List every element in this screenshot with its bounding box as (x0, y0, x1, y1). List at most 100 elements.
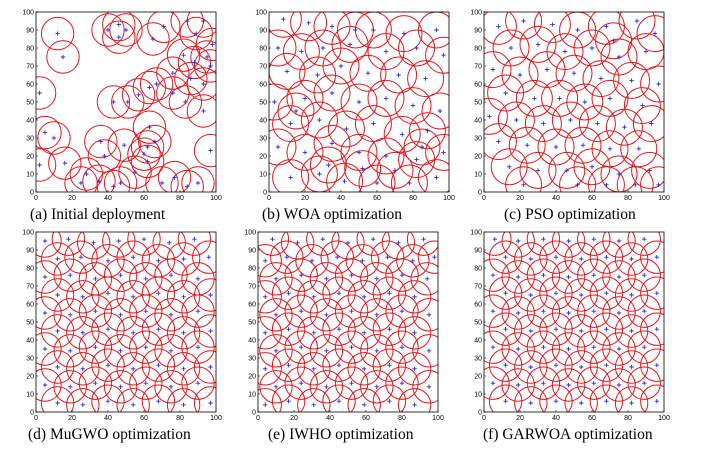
sensor-node-point (591, 345, 596, 350)
sensor-node-point (647, 168, 652, 173)
sensor-node-point (441, 53, 446, 58)
sensing-circle (102, 20, 136, 54)
sensor-node-point (426, 312, 432, 317)
sensor-node-point (263, 330, 268, 335)
sensor-node-point (425, 276, 430, 281)
sensor-node-point (147, 85, 152, 90)
sensing-circle (367, 137, 405, 175)
sensor-node-point (396, 72, 401, 78)
sensor-node-point (192, 237, 197, 242)
sensing-circle (334, 366, 369, 400)
sensing-circle (519, 25, 557, 63)
sensing-circle (595, 22, 633, 60)
sensor-node-point (579, 292, 584, 298)
sensor-node-point (195, 180, 201, 186)
sensor-node-point (125, 99, 130, 105)
sensing-circle (154, 298, 188, 332)
sensor-node-point (55, 328, 60, 334)
sensor-node-point (492, 237, 497, 242)
sensor-node-point (516, 382, 521, 388)
sensing-circle (372, 276, 407, 310)
x-tick-label: 20 (516, 195, 524, 202)
sensing-circle (526, 232, 561, 256)
sensing-circle (166, 388, 201, 412)
sensor-node-point (118, 312, 123, 317)
caption-mugwo: (d) MuGWO optimization (28, 426, 191, 443)
sensing-circle (587, 166, 625, 192)
sensor-node-point (349, 273, 354, 278)
sensing-circle (412, 370, 438, 404)
sensor-node-point (295, 240, 300, 245)
y-tick-label: 30 (26, 355, 34, 362)
y-tick-label: 70 (26, 63, 34, 70)
sensor-node-point (553, 291, 559, 296)
sensor-node-point (288, 175, 293, 180)
sensor-node-point (286, 363, 291, 368)
sensor-node-point (168, 348, 174, 353)
x-tick-label: 60 (362, 415, 370, 422)
sensing-circle (138, 124, 172, 159)
sensor-node-point (371, 121, 376, 126)
sensing-circle (627, 294, 661, 328)
y-tick-label: 0 (478, 409, 482, 416)
sensing-circle (284, 330, 318, 364)
x-tick-label: 0 (482, 195, 486, 202)
sensing-circle (403, 128, 441, 166)
sensing-circle (631, 151, 664, 189)
sensor-node-point (80, 402, 85, 407)
sensor-node-point (55, 400, 60, 406)
coverage-layer (258, 232, 438, 412)
sensor-node-point (589, 164, 595, 169)
sensor-node-point (116, 35, 121, 40)
sensor-node-point (353, 27, 358, 33)
sensor-node-point (131, 255, 136, 260)
sensor-node-point (503, 291, 508, 296)
sensor-node-point (156, 363, 161, 368)
sensing-circle (284, 366, 318, 400)
sensing-circle (66, 388, 100, 412)
sensor-node-point (528, 400, 533, 406)
y-tick-label: 40 (26, 337, 34, 344)
sensing-circle (484, 12, 517, 45)
sensor-node-point (118, 384, 123, 389)
sensing-circle (484, 258, 510, 292)
sensing-circle (605, 108, 643, 146)
sensing-circle (376, 151, 414, 189)
sensing-circle (36, 148, 57, 182)
sensing-circle (559, 166, 597, 192)
y-tick-label: 0 (263, 189, 267, 196)
x-tick-label: 20 (68, 415, 76, 422)
sensor-node-point (159, 180, 165, 186)
scatter-plot-initial-deployment: 0 20 40 60 80 100 0 10 20 30 40 50 60 70 80 90 100 (22, 9, 222, 202)
sensing-circle (309, 370, 344, 404)
sensor-node-point (93, 345, 98, 350)
sensor-node-point (102, 153, 107, 159)
x-tick-label: 60 (588, 195, 596, 202)
sensor-node-point (374, 384, 379, 389)
sensor-node-point (335, 255, 340, 260)
sensor-node-point (42, 346, 48, 352)
sensor-node-point (399, 381, 405, 386)
sensor-node-point (208, 148, 213, 153)
sensor-node-point (315, 72, 320, 78)
sensing-circle (269, 12, 302, 38)
sensor-node-point (105, 399, 111, 404)
sensor-node-point (105, 363, 111, 368)
sensor-node-point (204, 54, 210, 60)
sensor-node-point (356, 150, 362, 155)
sensor-node-point (105, 327, 111, 332)
sensing-circle (118, 155, 152, 189)
sensor-node-point (93, 381, 98, 386)
x-tick-label: 40 (552, 195, 560, 202)
sensing-circle (258, 352, 282, 386)
sensor-node-point (311, 294, 316, 299)
y-tick-label: 70 (474, 283, 482, 290)
caption-garwoa: (f) GARWOA optimization (483, 426, 653, 443)
x-tick-label: 100 (658, 415, 670, 422)
y-tick-label: 100 (470, 9, 482, 16)
sensor-node-point (360, 166, 365, 171)
y-tick-label: 100 (22, 229, 34, 236)
sensor-node-point (55, 292, 60, 298)
y-tick-label: 10 (474, 171, 482, 178)
y-tick-label: 30 (248, 355, 256, 362)
